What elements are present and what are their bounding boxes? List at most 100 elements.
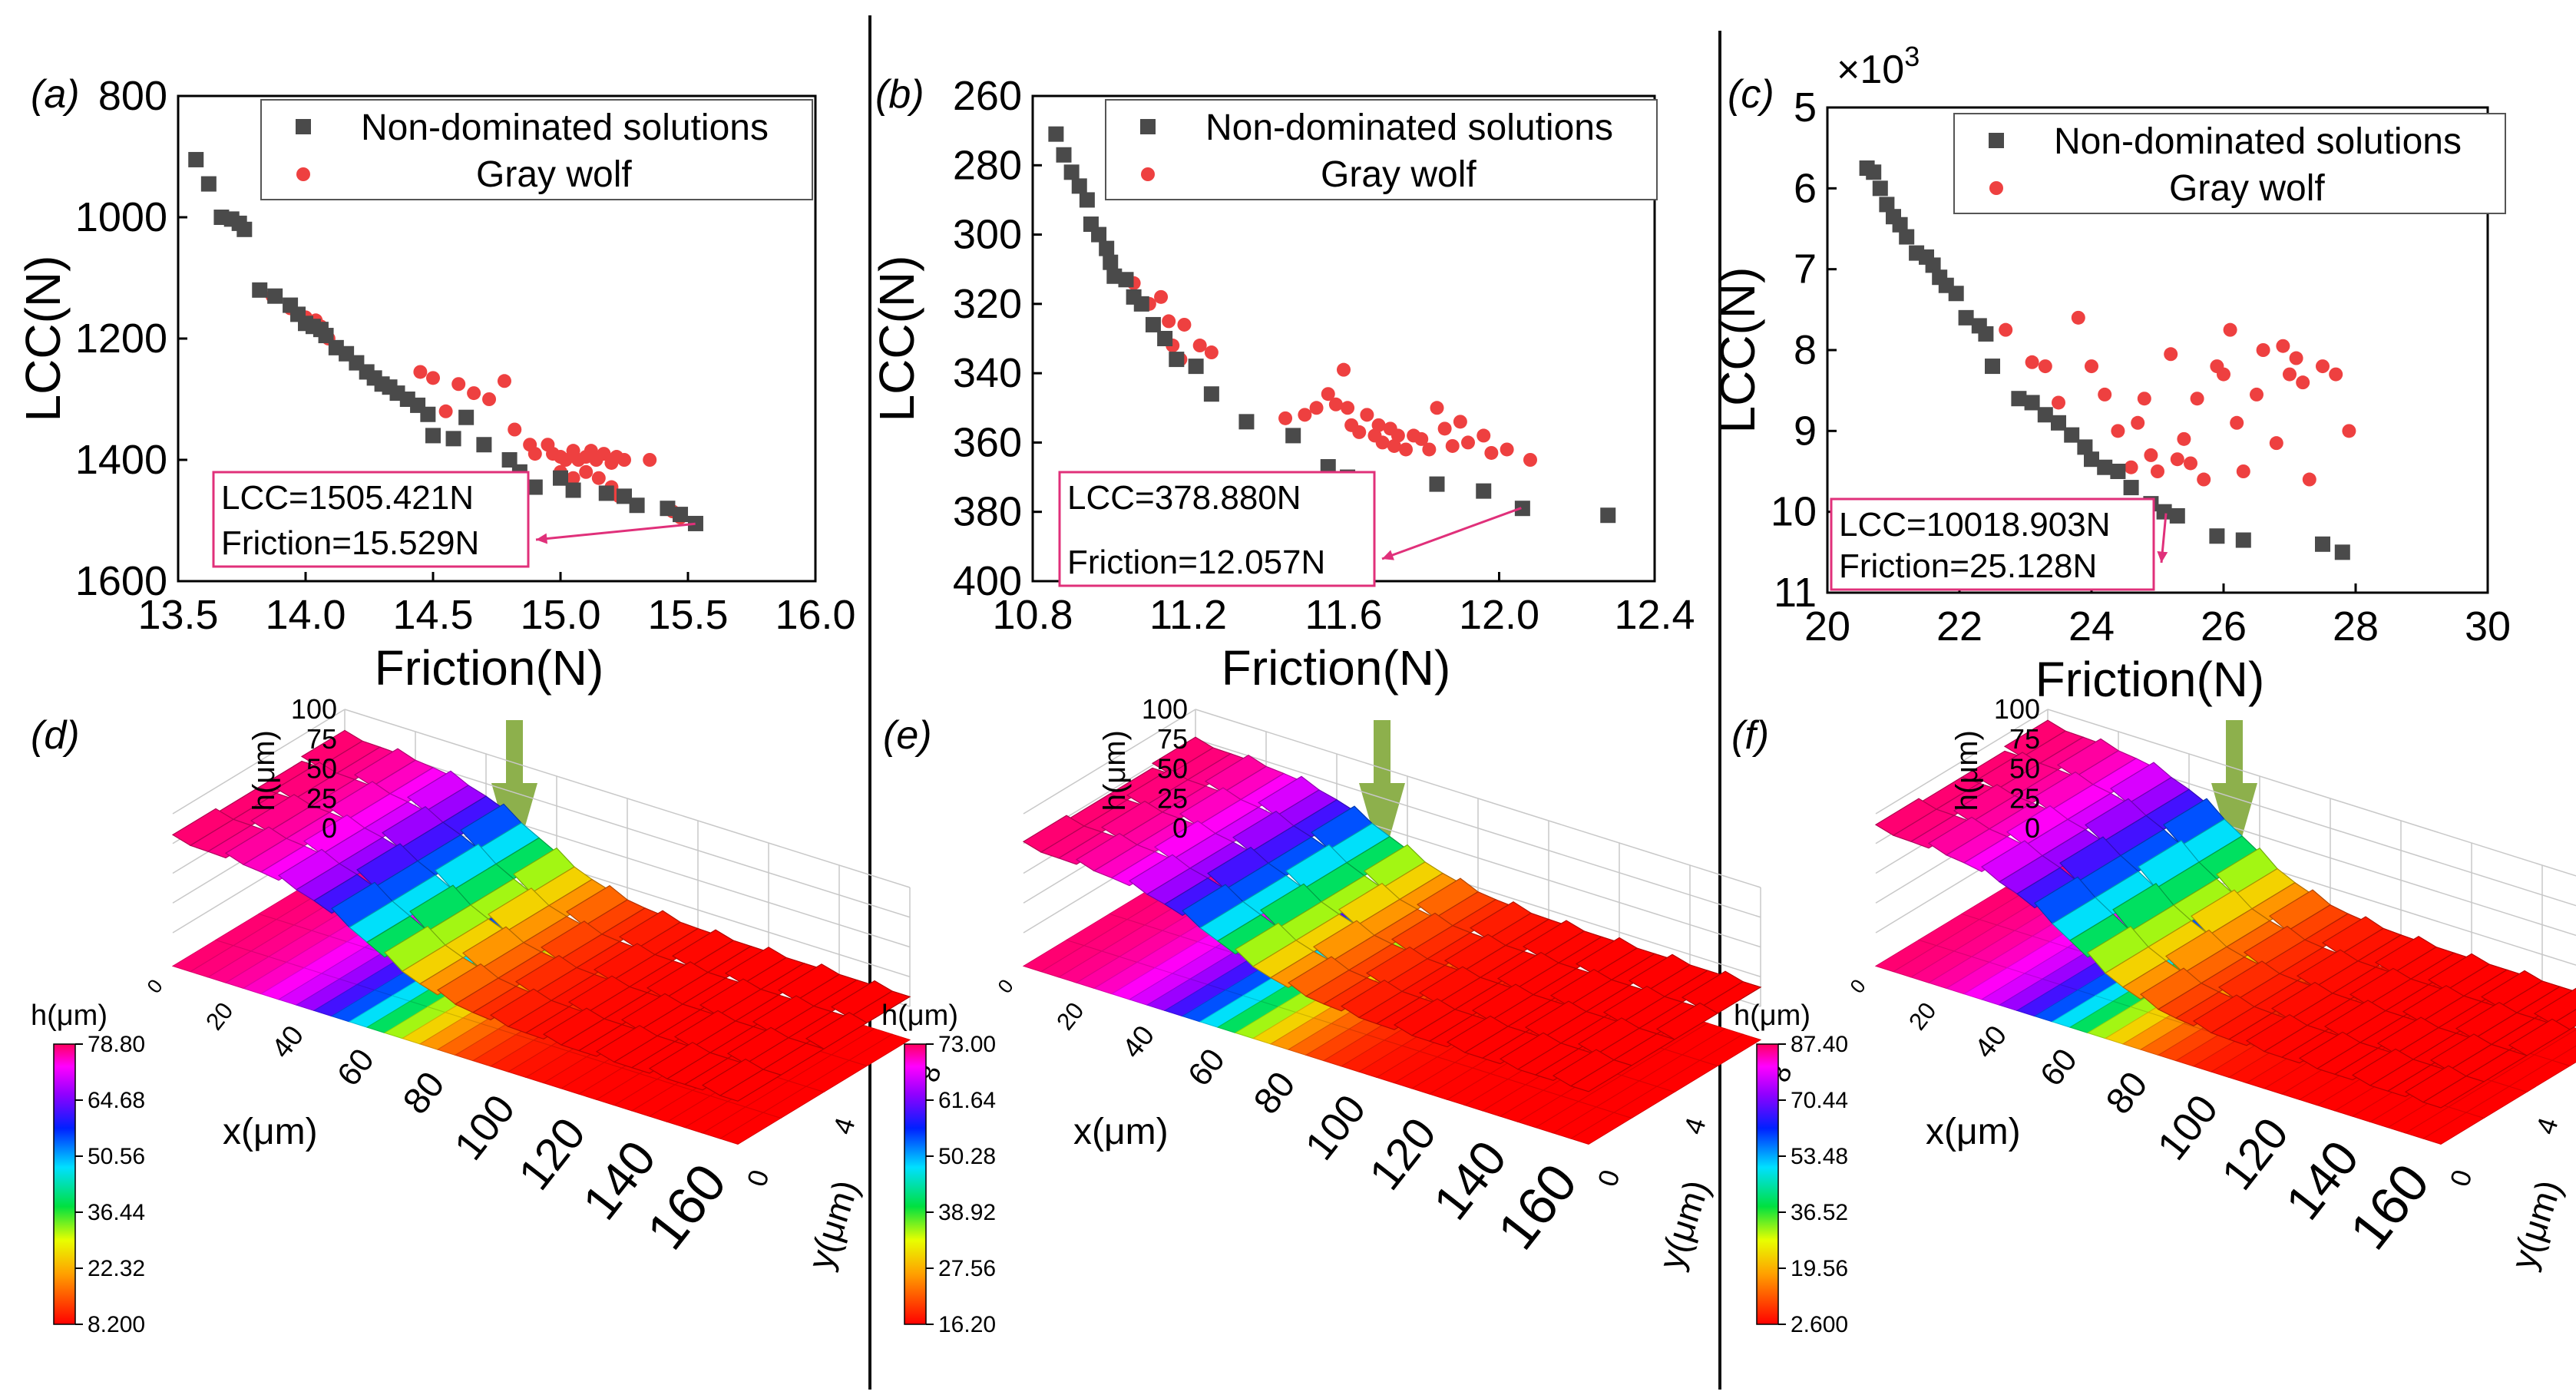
non-dominated-point [1203, 386, 1219, 402]
non-dominated-point [1978, 326, 1994, 342]
x-tick-label: 80 [1246, 1065, 1304, 1122]
gray-wolf-point [2210, 359, 2224, 374]
x-tick-label: 16.0 [775, 592, 855, 638]
gray-wolf-point [1461, 435, 1475, 450]
multiplier-exponent: 3 [1904, 41, 1920, 72]
legend: Non-dominated solutions Gray wolf [1953, 113, 2506, 214]
y-tick-label: 380 [953, 489, 1022, 535]
x-tick-label: 0 [993, 975, 1018, 998]
non-dominated-point [2209, 528, 2225, 544]
colorbar-tick-label: 2.600 [1791, 1312, 1848, 1337]
gray-wolf-point [2052, 395, 2065, 410]
surface-mesh [1022, 736, 1762, 1092]
legend-label-gray-wolf: Gray wolf [1321, 154, 1476, 195]
panel-label: (c) [1728, 72, 1774, 117]
gray-wolf-point [2256, 343, 2270, 357]
gray-wolf-point [2085, 359, 2098, 374]
gray-wolf-point [1445, 438, 1460, 453]
non-dominated-point [1429, 476, 1445, 492]
panel-label: (e) [883, 713, 932, 758]
gray-wolf-point [1337, 362, 1351, 377]
non-dominated-point [1948, 286, 1964, 302]
annotation-box [1830, 497, 2155, 591]
gray-wolf-point [1375, 435, 1390, 450]
y-tick-label: 320 [953, 281, 1022, 327]
x-tick-label: 60 [331, 1043, 382, 1093]
x-axis-label: Friction(N) [2035, 652, 2265, 707]
x-axis-label: x(μm) [223, 1112, 318, 1152]
surface-cell [1569, 1059, 1633, 1092]
x-tick-label: 20 [1903, 997, 1942, 1036]
y-axis-label: LCC(N) [15, 256, 71, 422]
grid-line [344, 709, 911, 888]
gray-wolf-point [2164, 347, 2178, 362]
colorbar-tick-label: 87.40 [1791, 1032, 1848, 1057]
gray-wolf-point [2144, 448, 2158, 462]
gray-wolf-point [1154, 289, 1169, 304]
gray-wolf-point [2197, 472, 2211, 487]
z-tick-label: 50 [1157, 753, 1188, 785]
annotation-lcc: LCC=1505.421N [221, 479, 474, 517]
non-dominated-point [2169, 507, 2185, 524]
non-dominated-point [1476, 483, 1492, 499]
non-dominated-point [2123, 480, 2139, 496]
green-down-arrow-shaft [2226, 720, 2243, 789]
gray-wolf-point [1321, 387, 1335, 402]
colorbar-tick-label: 61.64 [938, 1088, 996, 1113]
x-tick-label: 60 [2034, 1043, 2085, 1093]
surface-cell [805, 1012, 868, 1049]
legend-label-non-dominated: Non-dominated solutions [1205, 107, 1613, 148]
x-tick-label: 24 [2068, 603, 2115, 649]
gray-wolf-point [1162, 314, 1176, 329]
gray-wolf-point [2184, 456, 2197, 471]
gray-wolf-point [579, 464, 594, 479]
scatter-chart-a: (a) 13.5 14.0 14.5 15.0 15.5 16.0 800 1000 1200 14… [15, 72, 856, 696]
scatter-chart-c: (c) 20 22 24 26 28 30 5 6 7 8 9 10 11 Friction(N) LCC(N… [1710, 41, 2511, 707]
non-dominated-point [1145, 316, 1161, 332]
gray-wolf-point [1328, 397, 1343, 411]
gray-wolf-point [1352, 425, 1367, 439]
x-tick-label: 40 [1969, 1020, 2013, 1064]
z-tick-label: 0 [1172, 812, 1188, 844]
non-dominated-point [2334, 544, 2350, 560]
x-tick-label: 22 [1936, 603, 1982, 649]
gray-wolf-point [497, 374, 511, 388]
z-tick-label: 75 [2009, 723, 2040, 755]
legend-circle-marker [1141, 167, 1155, 181]
gray-wolf-point [1476, 428, 1491, 443]
gray-wolf-point [2276, 339, 2290, 353]
z-tick-label: 50 [306, 753, 337, 785]
gray-wolf-point [2316, 359, 2330, 374]
y-tick-label: 0 [1592, 1166, 1626, 1191]
non-dominated-point [188, 151, 204, 167]
non-dominated-point [629, 497, 645, 514]
colorbar-tick-label: 36.44 [88, 1200, 145, 1225]
non-dominated-point [1985, 359, 2000, 375]
legend: Non-dominated solutions Gray wolf [1105, 99, 1658, 200]
surface-cell [2533, 987, 2576, 1025]
annotation-box [1058, 471, 1376, 587]
x-tick-label: 40 [266, 1020, 310, 1064]
y-tick-label: 280 [953, 142, 1022, 188]
non-dominated-point [1866, 164, 1882, 180]
gray-wolf-point [1298, 408, 1312, 422]
non-dominated-point [1320, 459, 1336, 475]
gray-wolf-point [1500, 442, 1514, 457]
x-tick-label: 14.5 [392, 592, 473, 638]
y-tick-label: 8 [1794, 327, 1817, 373]
x-tick-label: 20 [1051, 997, 1090, 1036]
surface-cell [2422, 1076, 2485, 1109]
y-tick-label: 400 [953, 558, 1022, 604]
y-tick-label: 1000 [75, 194, 167, 240]
gray-wolf-point [508, 422, 522, 437]
gray-wolf-point [413, 365, 428, 379]
x-tick-label: 80 [395, 1065, 453, 1122]
gray-wolf-point [2151, 464, 2164, 478]
gray-wolf-point [2289, 351, 2303, 365]
gray-wolf-point [1484, 445, 1499, 460]
gray-wolf-point [566, 471, 580, 485]
gray-wolf-point [1360, 408, 1374, 422]
